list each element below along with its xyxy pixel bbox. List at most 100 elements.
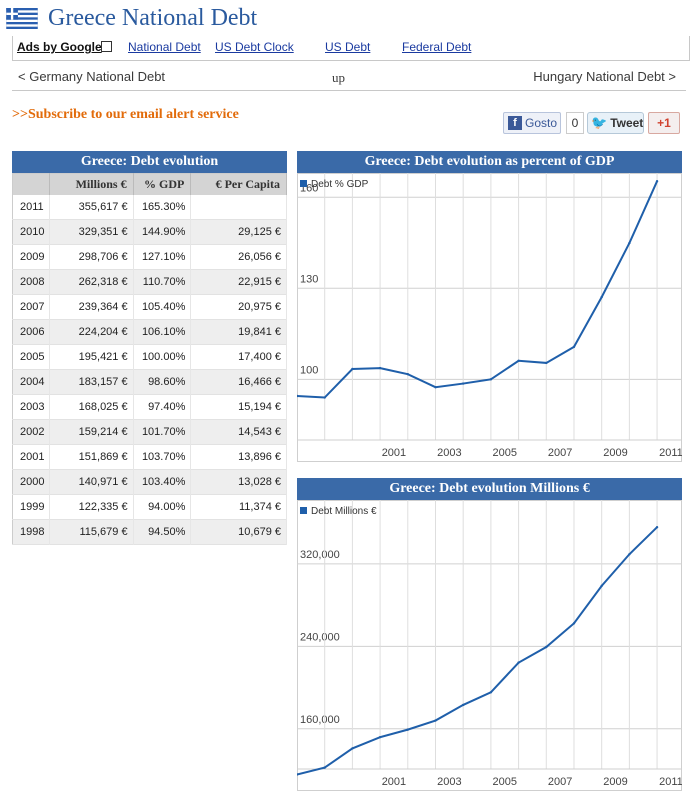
table-row: 2007 239,364 €105.40% 20,975 €: [12, 294, 287, 320]
cell-per-capita: 17,400 €: [190, 344, 287, 370]
cell-year: 2010: [12, 219, 51, 245]
cell-millions: 168,025 €: [49, 394, 134, 420]
ad-link-federal-debt[interactable]: Federal Debt: [402, 40, 472, 54]
next-country-link[interactable]: Hungary National Debt >: [533, 69, 676, 84]
data-point: [517, 661, 520, 664]
cell-millions: 159,214 €: [49, 419, 134, 445]
table-row: 1998 115,679 €94.50% 10,679 €: [12, 519, 287, 545]
data-point: [351, 367, 354, 371]
cell-millions: 239,364 €: [49, 294, 134, 320]
table-row: 2006 224,204 €106.10% 19,841 €: [12, 319, 287, 345]
x-tick-label: 2009: [603, 447, 627, 459]
data-point: [517, 359, 520, 363]
data-point: [628, 553, 631, 556]
y-tick-label: 240,000: [300, 631, 340, 643]
data-point: [600, 584, 603, 588]
up-link[interactable]: up: [332, 70, 345, 85]
page-header: Greece National Debt: [6, 4, 257, 32]
cell-gdp: 103.40%: [133, 469, 192, 495]
chart-frame: [297, 500, 682, 791]
legend-label: Debt % GDP: [311, 179, 369, 190]
data-point: [406, 372, 409, 376]
cell-per-capita: 22,915 €: [190, 269, 287, 295]
cell-year: 2002: [12, 419, 51, 445]
table-row: 2009 298,706 €127.10% 26,056 €: [12, 244, 287, 270]
prev-country-link[interactable]: < Germany National Debt: [18, 69, 166, 84]
x-tick-label: 2005: [492, 776, 516, 788]
ad-link-national-debt[interactable]: National Debt: [128, 40, 201, 54]
cell-per-capita: 19,841 €: [190, 319, 287, 345]
gdp-chart-title: Greece: Debt evolution as percent of GDP: [297, 151, 682, 173]
data-point: [297, 394, 299, 398]
chart-frame: [297, 173, 682, 462]
ad-link-us-debt[interactable]: US Debt: [325, 40, 371, 54]
legend-label: Debt Millions €: [311, 506, 377, 517]
col-header-millions: Millions €: [49, 173, 134, 195]
x-tick-label: 2011: [659, 447, 682, 459]
table-row: 1999 122,335 €94.00% 11,374 €: [12, 494, 287, 520]
cell-year: 2001: [12, 444, 51, 470]
x-tick-label: 2001: [382, 776, 406, 788]
cell-millions: 355,617 €: [49, 194, 134, 220]
cell-millions: 262,318 €: [49, 269, 134, 295]
cell-gdp: 98.60%: [133, 369, 192, 395]
data-point: [351, 747, 354, 750]
data-point: [323, 396, 326, 399]
facebook-like-button[interactable]: f Gosto: [503, 112, 561, 134]
tweet-button[interactable]: 🐦 Tweet: [587, 112, 644, 134]
col-header-gdp: % GDP: [133, 173, 192, 195]
cell-per-capita: 15,194 €: [190, 394, 287, 420]
data-point: [461, 382, 465, 385]
cell-millions: 329,351 €: [49, 219, 134, 245]
millions-chart: 160,000 240,000 320,000 2001 2003 2005 2007 200…: [297, 500, 682, 791]
cell-millions: 122,335 €: [49, 494, 134, 520]
data-point: [628, 241, 631, 245]
cell-millions: 183,157 €: [49, 369, 134, 395]
twitter-bird-icon: 🐦: [591, 115, 608, 130]
table-row: 2003 168,025 €97.40% 15,194 €: [12, 394, 287, 420]
table-row: 2005 195,421 €100.00% 17,400 €: [12, 344, 287, 370]
cell-year: 2007: [12, 294, 51, 320]
series-line: [297, 526, 658, 776]
x-tick-label: 2007: [548, 447, 572, 459]
cell-year: 1999: [12, 494, 51, 520]
cell-per-capita: 10,679 €: [190, 519, 287, 545]
data-point: [572, 622, 576, 625]
y-tick-label: 100: [300, 364, 318, 376]
legend-swatch: [300, 507, 307, 514]
cell-year: 2011: [12, 194, 51, 220]
cell-gdp: 101.70%: [133, 419, 192, 445]
data-point: [545, 361, 548, 365]
data-point: [600, 295, 603, 299]
gplus-label: +1: [657, 116, 671, 130]
x-tick-label: 2003: [437, 447, 461, 459]
ads-bar: Ads by Google National Debt US Debt Cloc…: [12, 36, 690, 61]
ads-by-google-link[interactable]: Ads by Google: [17, 40, 102, 54]
cell-year: 2005: [12, 344, 51, 370]
ad-link-us-debt-clock[interactable]: US Debt Clock: [215, 40, 294, 54]
cell-year: 2009: [12, 244, 51, 270]
table-row: 2002 159,214 €101.70% 14,543 €: [12, 419, 287, 445]
data-point: [434, 719, 437, 722]
external-link-icon[interactable]: [101, 41, 112, 52]
cell-per-capita: 16,466 €: [190, 369, 287, 395]
cell-per-capita: 13,028 €: [190, 469, 287, 495]
cell-gdp: 103.70%: [133, 444, 192, 470]
cell-gdp: 144.90%: [133, 219, 192, 245]
cell-gdp: 106.10%: [133, 319, 192, 345]
google-plus-button[interactable]: +1: [648, 112, 680, 134]
subscribe-link[interactable]: >>Subscribe to our email alert service: [12, 107, 239, 122]
x-tick-label: 2007: [548, 776, 572, 788]
table-row: 2008 262,318 €110.70% 22,915 €: [12, 269, 287, 295]
cell-millions: 224,204 €: [49, 319, 134, 345]
cell-per-capita: 11,374 €: [190, 494, 287, 520]
gdp-chart-panel: Greece: Debt evolution as percent of GDP…: [297, 151, 682, 462]
tweet-label: Tweet: [610, 116, 644, 130]
data-point: [572, 345, 576, 349]
legend-swatch: [300, 180, 307, 187]
x-tick-label: 2003: [437, 776, 461, 788]
cell-gdp: 100.00%: [133, 344, 192, 370]
cell-year: 2000: [12, 469, 51, 495]
table-row: 2000 140,971 €103.40% 13,028 €: [12, 469, 287, 495]
